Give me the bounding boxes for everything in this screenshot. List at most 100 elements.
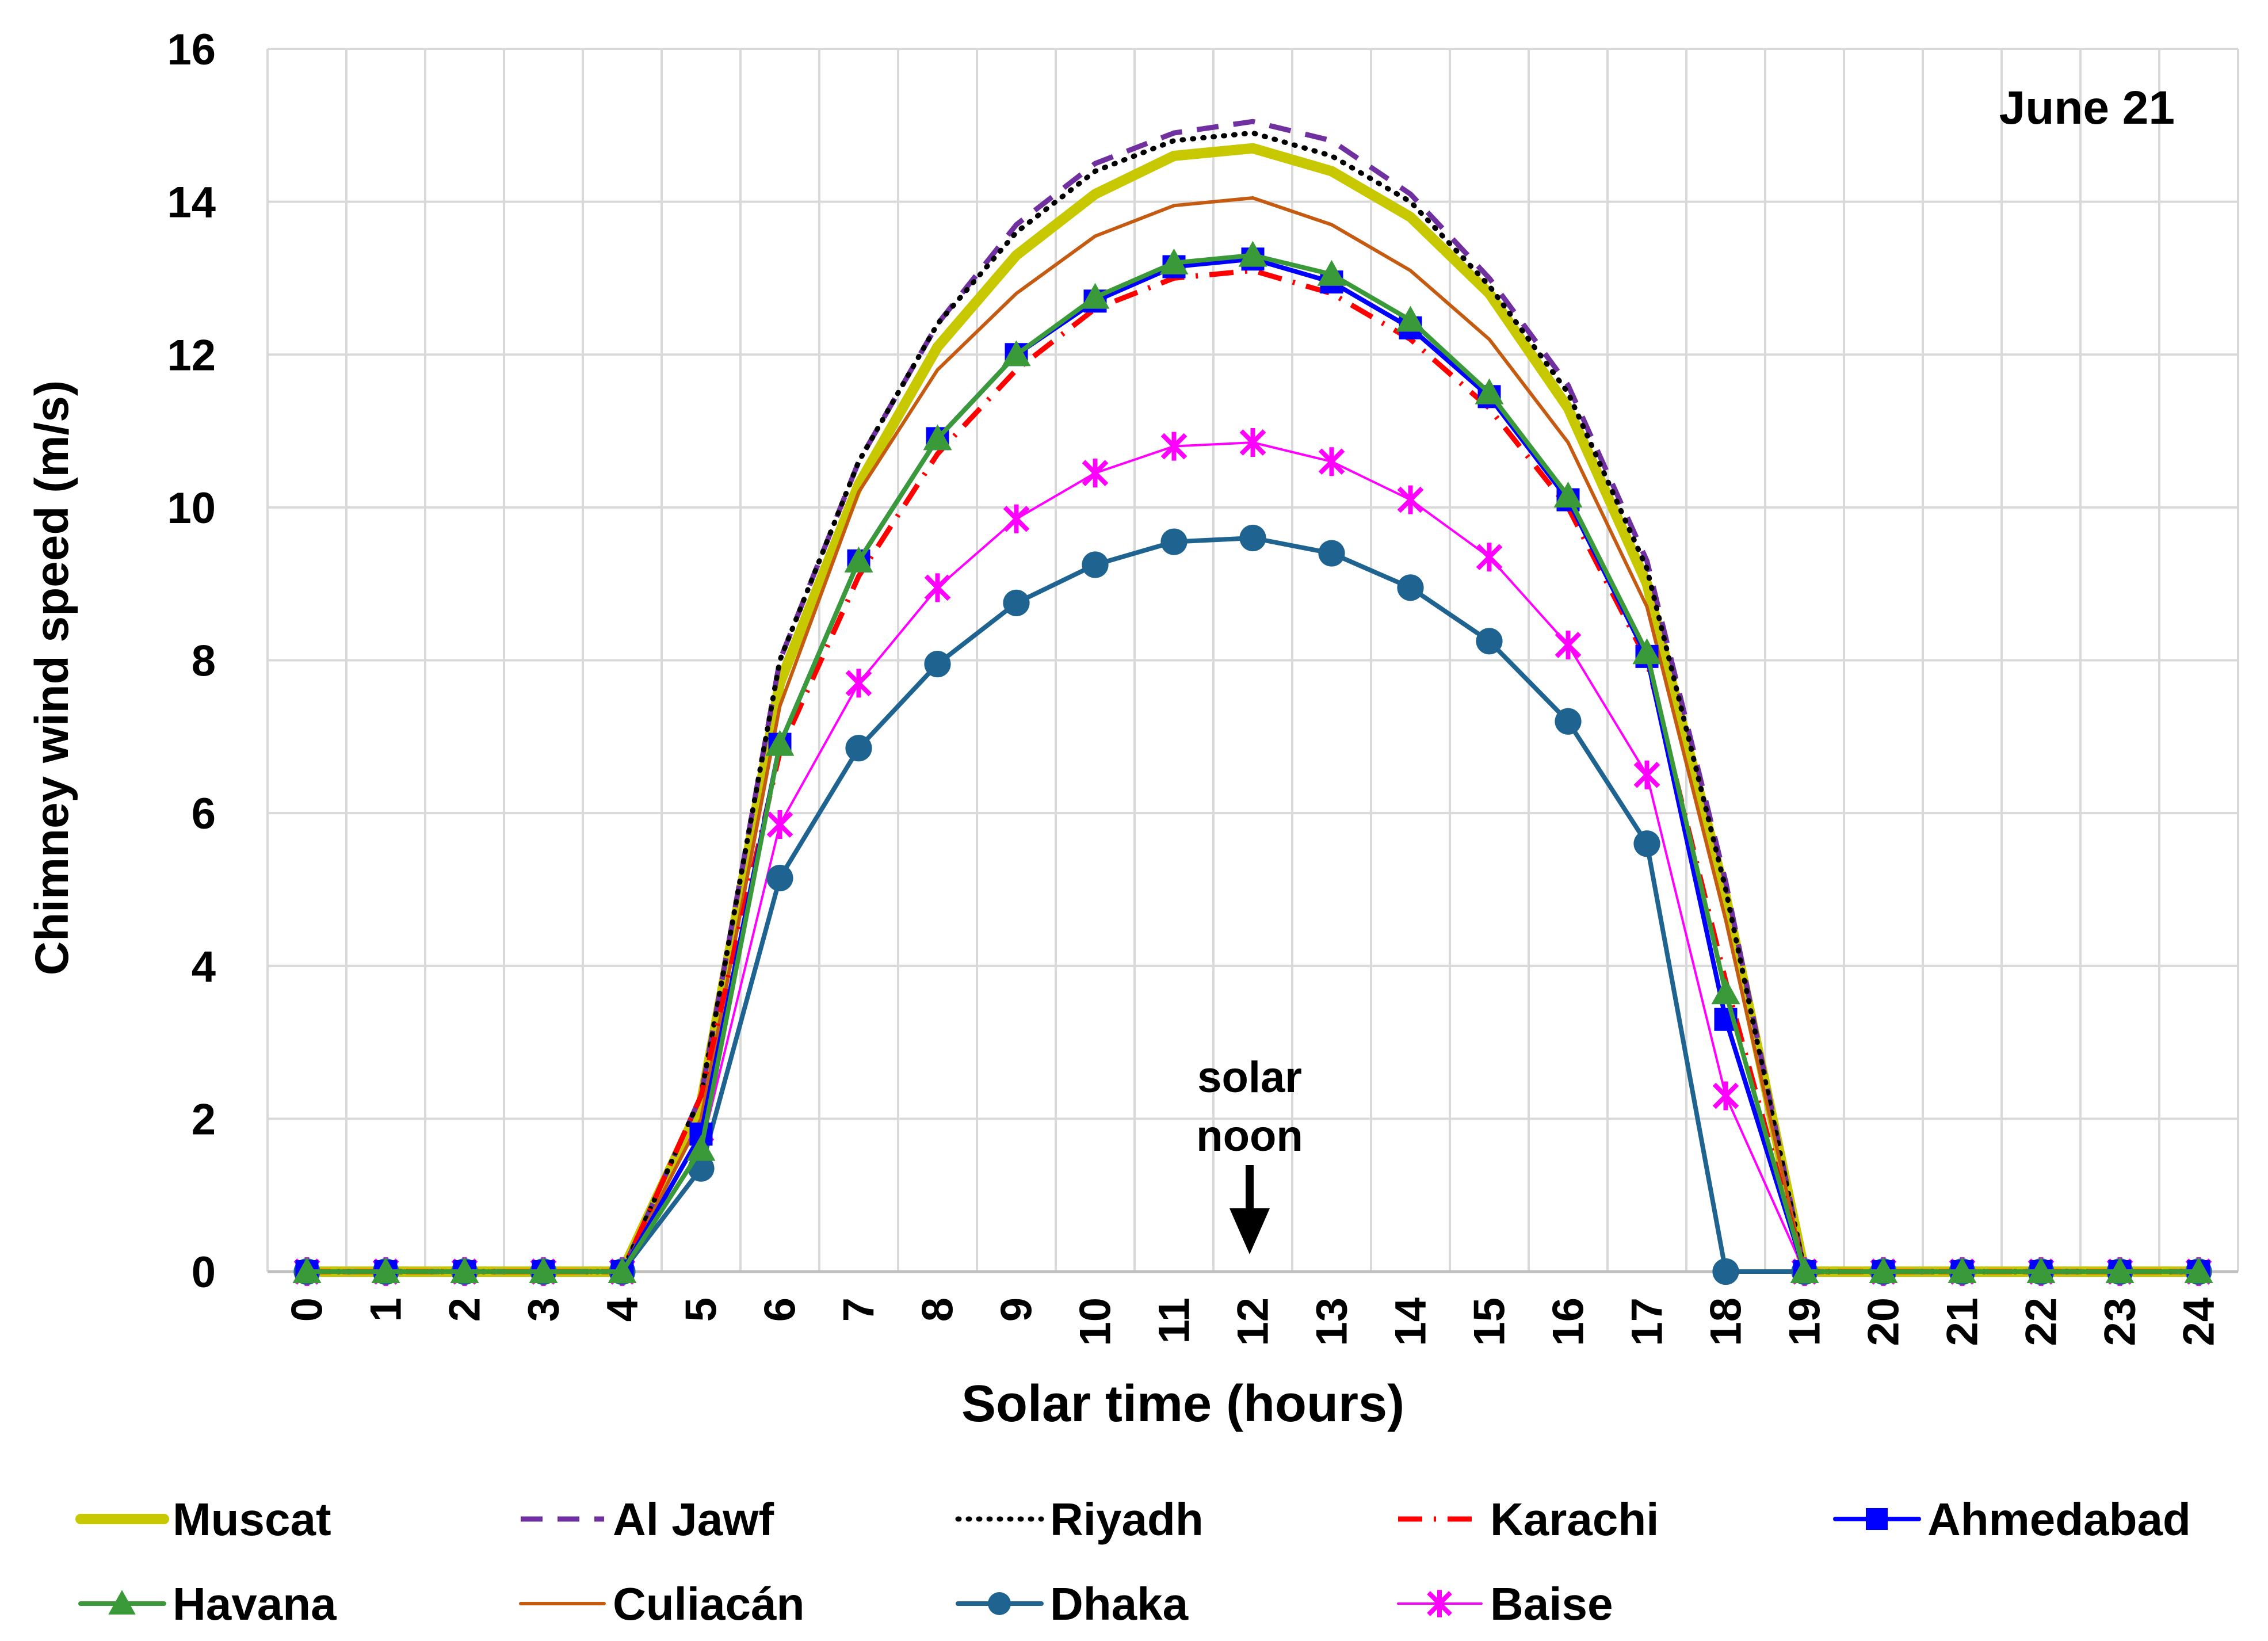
data-point: [1633, 760, 1660, 789]
data-point: [371, 1257, 400, 1283]
annotation-line2: noon: [1196, 1112, 1303, 1161]
y-tick-label: 14: [167, 178, 216, 227]
data-point: [1239, 428, 1266, 457]
legend-label: Al Jawf: [613, 1494, 774, 1545]
data-point: [1082, 551, 1109, 578]
x-tick-label: 17: [1623, 1297, 1672, 1346]
y-tick-label: 8: [192, 637, 216, 686]
x-tick-label: 15: [1465, 1297, 1514, 1346]
y-tick-label: 4: [192, 942, 216, 991]
data-point: [1711, 978, 1740, 1005]
x-tick-label: 21: [1938, 1297, 1987, 1346]
y-tick-label: 12: [167, 331, 216, 380]
legend-label: Karachi: [1490, 1494, 1659, 1545]
series-muscat: [301, 143, 2204, 1277]
x-axis-title: Solar time (hours): [961, 1375, 1404, 1433]
data-point: [1238, 241, 1267, 267]
data-point: [1160, 432, 1188, 461]
data-point: [924, 573, 951, 602]
x-tick-label: 10: [1071, 1297, 1120, 1346]
data-point: [686, 1135, 716, 1161]
data-point: [450, 1257, 479, 1283]
data-point: [1317, 259, 1346, 286]
legend-label: Muscat: [173, 1494, 331, 1545]
x-tick-label: 2: [441, 1297, 490, 1322]
data-point: [766, 810, 793, 839]
legend-label: Havana: [173, 1578, 337, 1629]
data-point: [924, 651, 951, 678]
legend-label: Ahmedabad: [1927, 1494, 2191, 1545]
y-tick-label: 2: [192, 1095, 216, 1144]
legend-item-ahmedabad: Ahmedabad: [1833, 1494, 2191, 1545]
annotation-arrow-head: [1230, 1208, 1270, 1254]
data-point: [1790, 1257, 1819, 1283]
series-line: [305, 196, 2201, 1273]
series-line: [304, 536, 2201, 1274]
series-layer: [292, 119, 2213, 1286]
data-point: [1318, 540, 1345, 567]
data-point: [923, 424, 952, 451]
y-tick-label: 6: [192, 789, 216, 838]
x-tick-label: 4: [598, 1297, 647, 1322]
legend-item-baise: Baise: [1397, 1578, 1613, 1629]
data-point: [1003, 589, 1030, 616]
legend-swatch-marker: [1866, 1508, 1888, 1530]
legend-item-al-jawf: Al Jawf: [521, 1494, 774, 1545]
legend-item-culiac-n: Culiacán: [519, 1578, 804, 1629]
x-tick-label: 18: [1702, 1297, 1751, 1346]
data-point: [1160, 528, 1188, 555]
data-point: [1475, 378, 1504, 404]
data-point: [1632, 638, 1662, 665]
data-point: [1712, 1081, 1739, 1110]
x-tick-label: 1: [362, 1297, 411, 1322]
solar-noon-annotation: solar noon: [1196, 1053, 1303, 1254]
legend-swatch-marker: [1427, 1590, 1452, 1617]
legend-label: Dhaka: [1050, 1578, 1189, 1629]
data-point: [1869, 1257, 1898, 1283]
data-point: [1397, 574, 1424, 601]
x-tick-label: 22: [2017, 1297, 2066, 1346]
legend-swatch-marker: [988, 1592, 1011, 1615]
y-tick-label: 0: [192, 1248, 216, 1297]
x-tick-label: 3: [520, 1297, 568, 1322]
x-tick-label: 12: [1229, 1297, 1278, 1346]
legend-label: Baise: [1490, 1578, 1613, 1629]
legend-item-riyadh: Riyadh: [955, 1494, 1204, 1545]
data-point: [1002, 340, 1031, 367]
data-point: [844, 546, 873, 573]
data-point: [608, 1257, 637, 1283]
x-tick-label: 13: [1308, 1297, 1357, 1346]
data-point: [1159, 248, 1189, 274]
x-tick-label: 20: [1860, 1297, 1908, 1346]
data-point: [1553, 481, 1583, 507]
data-point: [845, 735, 872, 762]
legend-item-muscat: Muscat: [75, 1494, 331, 1545]
annotation-line1: solar: [1197, 1053, 1302, 1102]
y-tick-label: 16: [167, 25, 216, 74]
data-point: [1318, 447, 1345, 476]
legend-swatch-marker: [108, 1590, 136, 1615]
data-point: [1080, 283, 1110, 309]
data-point: [1239, 524, 1266, 552]
data-point: [1712, 1258, 1739, 1285]
x-tick-label: 23: [2096, 1297, 2145, 1346]
series-line: [301, 143, 2204, 1277]
data-point: [1633, 830, 1660, 857]
data-point: [1476, 543, 1503, 572]
data-point: [1397, 485, 1424, 514]
legend-label: Riyadh: [1050, 1494, 1204, 1545]
x-tick-label: 6: [756, 1297, 805, 1322]
legend-item-dhaka: Dhaka: [956, 1578, 1189, 1629]
chart-title: June 21: [1999, 82, 2175, 134]
legend: Muscat Al Jawf Riyadh Karachi Ahmedabad Havan…: [75, 1494, 2191, 1629]
data-point: [2026, 1257, 2056, 1283]
legend-label: Culiacán: [613, 1578, 804, 1629]
x-tick-label: 14: [1387, 1297, 1435, 1346]
data-point: [1555, 708, 1582, 735]
data-point: [766, 864, 793, 892]
data-point: [2105, 1257, 2135, 1283]
data-point: [1082, 459, 1109, 488]
x-tick-label: 9: [992, 1297, 1041, 1322]
x-tick-label: 5: [677, 1297, 726, 1322]
